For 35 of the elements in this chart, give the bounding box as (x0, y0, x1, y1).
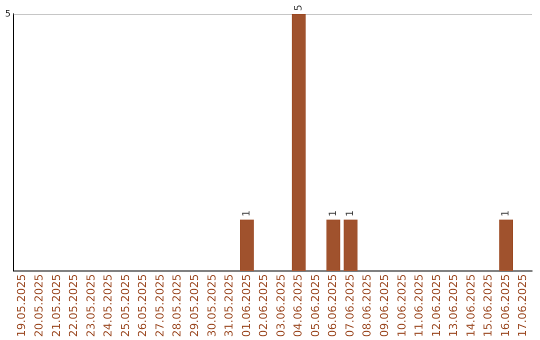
x-tick-label: 28.05.2025 (170, 274, 184, 338)
x-tick-label: 22.05.2025 (67, 274, 80, 338)
data-label: 1 (328, 210, 339, 217)
x-tick-label: 20.05.2025 (32, 274, 46, 338)
x-tick-label: 23.05.2025 (84, 274, 98, 338)
x-tick-label: 01.06.2025 (240, 274, 253, 338)
x-tick-label: 03.06.2025 (274, 274, 288, 338)
x-tick-label: 25.05.2025 (118, 274, 132, 338)
x-tick-label: 31.05.2025 (222, 274, 236, 338)
data-label: 1 (500, 210, 512, 217)
data-label: 1 (345, 210, 356, 217)
x-tick-label: 04.06.2025 (292, 274, 305, 338)
x-tick-label: 09.06.2025 (378, 274, 392, 338)
x-tick-label: 29.05.2025 (188, 274, 201, 338)
x-tick-label: 26.05.2025 (136, 274, 150, 338)
x-tick-label: 02.06.2025 (257, 274, 270, 338)
x-tick-label: 06.06.2025 (326, 274, 340, 338)
x-tick-label: 17.06.2025 (516, 274, 530, 338)
x-tick-label: 13.06.2025 (447, 274, 460, 338)
x-tick-label: 14.06.2025 (464, 274, 478, 338)
x-tick-label: 24.05.2025 (102, 274, 115, 338)
x-tick-label: 08.06.2025 (360, 274, 374, 338)
x-tick-label: 07.06.2025 (343, 274, 356, 338)
x-tick-label: 11.06.2025 (412, 274, 426, 338)
x-tick-label: 15.06.2025 (482, 274, 495, 338)
x-tick-label: 19.05.2025 (15, 274, 28, 338)
x-tick-label: 10.06.2025 (395, 274, 408, 338)
x-tick-label: 05.06.2025 (308, 274, 322, 338)
x-tick-label: 21.05.2025 (50, 274, 63, 338)
x-tick-label: 12.06.2025 (430, 274, 443, 338)
data-label: 1 (242, 210, 253, 217)
data-label: 5 (293, 4, 304, 11)
x-tick-label: 27.05.2025 (153, 274, 166, 338)
x-tick-label: 30.05.2025 (205, 274, 218, 338)
x-tick-label: 16.06.2025 (498, 274, 512, 338)
